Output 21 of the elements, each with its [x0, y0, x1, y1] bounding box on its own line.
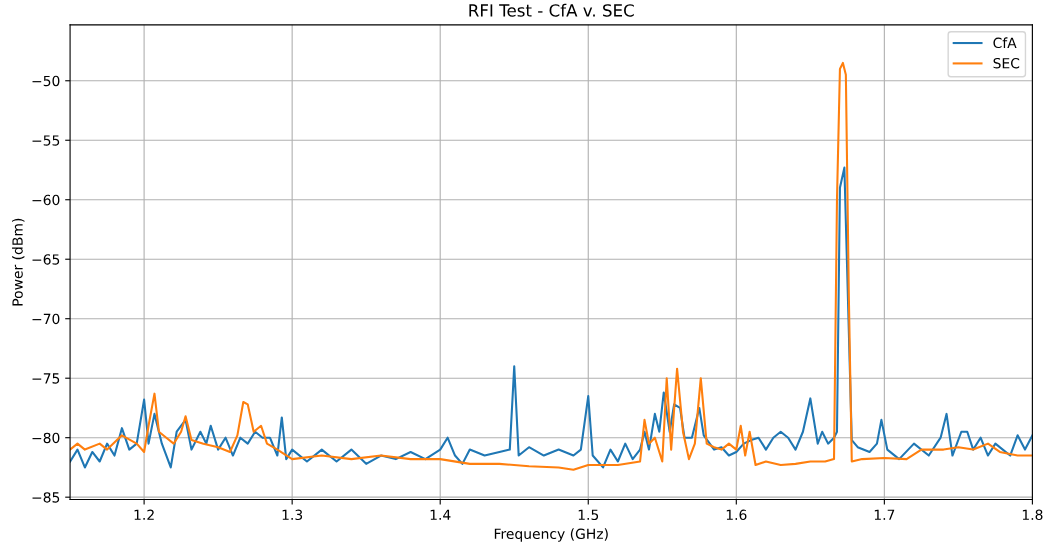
x-tick-label: 1.6 [726, 509, 747, 521]
y-tick-label: −60 [32, 194, 60, 206]
chart-title: RFI Test - CfA v. SEC [469, 3, 634, 17]
x-axis-title: Frequency (GHz) [494, 528, 608, 542]
x-tick-label: 1.2 [134, 509, 154, 520]
y-tick-label: −50 [32, 75, 60, 87]
y-tick-label: −85 [32, 492, 60, 503]
y-axis-title: Power (dBm) [12, 218, 25, 306]
legend-label: CfA [993, 37, 1017, 49]
y-tick-label: −55 [32, 135, 60, 146]
line-series [70, 166, 1033, 469]
legend-label: SEC [993, 57, 1020, 69]
y-tick-label: −75 [32, 373, 60, 384]
x-tick-label: 1.3 [282, 509, 303, 521]
x-tick-label: 1.8 [1022, 509, 1043, 521]
y-tick-label: −65 [32, 254, 60, 265]
x-tick-label: 1.4 [430, 509, 451, 520]
y-tick-label: −80 [32, 432, 60, 444]
x-tick-label: 1.7 [874, 509, 895, 520]
y-tick-label: −70 [32, 313, 60, 325]
x-tick-label: 1.5 [578, 509, 599, 521]
